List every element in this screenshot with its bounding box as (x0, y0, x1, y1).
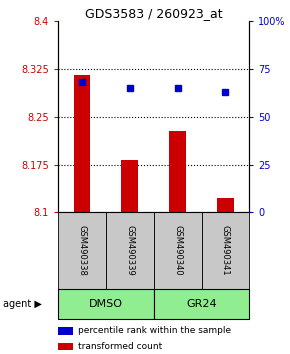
Bar (122, 160, 138, 212)
Bar (202, 212, 249, 289)
Text: GSM490339: GSM490339 (125, 225, 134, 276)
Text: agent ▶: agent ▶ (3, 298, 42, 309)
Text: DMSO: DMSO (89, 298, 123, 309)
Text: transformed count: transformed count (78, 342, 163, 351)
Bar (154, 289, 249, 319)
Text: GR24: GR24 (186, 298, 217, 309)
Text: GSM490338: GSM490338 (77, 225, 86, 276)
Bar (154, 212, 202, 289)
Bar (74, 75, 90, 212)
Bar (217, 198, 234, 212)
Bar (58, 289, 154, 319)
Text: GSM490340: GSM490340 (173, 225, 182, 276)
Title: GDS3583 / 260923_at: GDS3583 / 260923_at (85, 7, 222, 20)
Bar (58, 212, 106, 289)
Text: GSM490341: GSM490341 (221, 225, 230, 276)
Bar (169, 131, 186, 212)
Bar (106, 212, 154, 289)
Text: percentile rank within the sample: percentile rank within the sample (78, 326, 231, 336)
